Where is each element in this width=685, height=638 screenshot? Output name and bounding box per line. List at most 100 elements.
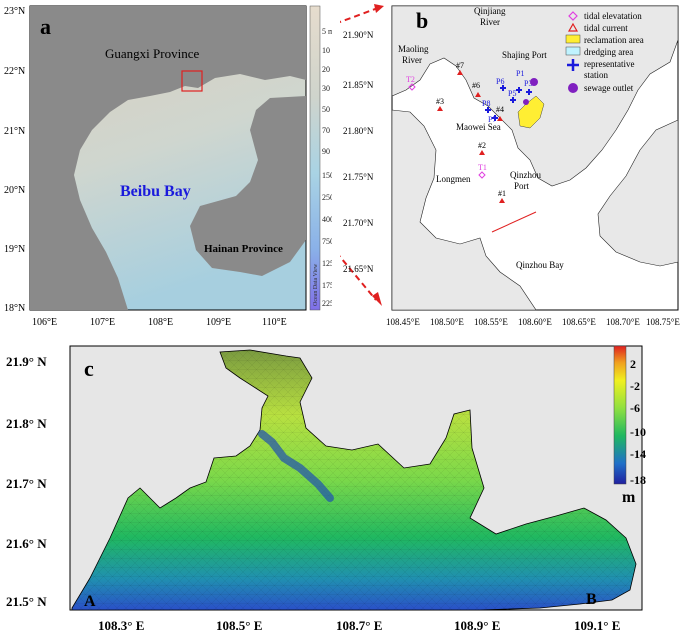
panel-a-map: a Guangxi Province Beibu Bay Hainan Prov…: [4, 5, 332, 328]
c-unit: m: [622, 489, 636, 506]
c-lat-0: 21.9° N: [6, 354, 47, 369]
label-guangxi: Guangxi Province: [105, 46, 199, 61]
a-lon-107: 107°E: [90, 317, 115, 328]
cbar-a-t4: 50 m: [322, 105, 332, 114]
panel-c-letter: c: [84, 356, 94, 381]
b-qinjiang: Qinjiang: [474, 6, 506, 16]
b-land-west: [391, 109, 537, 311]
b-lat-1: 21.85°N: [343, 80, 374, 90]
c-point-a: A: [84, 593, 96, 610]
a-lat-20: 20°N: [4, 185, 25, 196]
panel-b-letter: b: [416, 8, 428, 33]
label-hainan: Hainan Province: [204, 243, 283, 255]
st-c1-label: #1: [498, 189, 506, 198]
b-maowei: Maowei Sea: [456, 122, 501, 132]
a-lon-106: 106°E: [32, 317, 57, 328]
c-lon-1: 108.5° E: [216, 618, 262, 633]
c-cbar-t4: -14: [630, 447, 646, 461]
c-cbar-t1: -2: [630, 379, 640, 393]
legend-elev: tidal elevatation: [584, 11, 642, 21]
c-lat-1: 21.8° N: [6, 416, 47, 431]
st-p3-label: P3: [524, 79, 532, 88]
c-lat-4: 21.5° N: [6, 594, 47, 609]
c-point-b: B: [586, 591, 597, 608]
a-lat-21: 21°N: [4, 126, 25, 137]
cbar-a-t10: 750 m: [322, 237, 332, 246]
c-lat-2: 21.7° N: [6, 476, 47, 491]
b-lon-1: 108.50°E: [430, 317, 464, 327]
c-colorbar: [613, 345, 627, 485]
b-lon-5: 108.70°E: [606, 317, 640, 327]
a-lat-18: 18°N: [4, 303, 25, 314]
st-c4-label: #4: [496, 105, 504, 114]
b-lon-2: 108.55°E: [474, 317, 508, 327]
b-land-north: [391, 5, 679, 187]
c-lon-3: 108.9° E: [454, 618, 500, 633]
panel-a-letter: a: [40, 14, 51, 39]
c-lon-2: 108.7° E: [336, 618, 382, 633]
a-lat-22: 22°N: [4, 66, 25, 77]
cbar-a-t11: 1250 m: [322, 259, 332, 268]
st-p1-label: P1: [516, 69, 524, 78]
b-lat-2: 21.80°N: [343, 126, 374, 136]
c-cbar-t0: 2: [630, 357, 636, 371]
cbar-a-t1: 10 m: [322, 46, 332, 55]
b-lon-0: 108.45°E: [386, 317, 420, 327]
b-section-line: [491, 211, 537, 233]
cbar-a-t0: 5 m: [322, 27, 332, 36]
cbar-a-t7: 150 m: [322, 171, 332, 180]
a-lon-109: 109°E: [206, 317, 231, 328]
c-cbar-t5: -18: [630, 473, 646, 487]
b-maoling: Maoling: [398, 44, 429, 54]
legend-recl: reclamation area: [584, 35, 644, 45]
mainland-land: [30, 6, 306, 310]
b-qinzhou-bay: Qinzhou Bay: [516, 260, 564, 270]
cbar-a-t13: 2250 m: [322, 299, 332, 308]
cbar-a-t2: 20 m: [322, 65, 332, 74]
st-p6-label: P6: [496, 77, 504, 86]
st-c6-label: #6: [472, 81, 480, 90]
b-lon-6: 108.75°E: [646, 317, 680, 327]
b-maoling-river: River: [402, 55, 422, 65]
b-lat-3: 21.75°N: [343, 172, 374, 182]
st-c3-label: #3: [436, 97, 444, 106]
depth-colorbar: [309, 5, 321, 311]
a-lon-110: 110°E: [262, 317, 287, 328]
dashed-arrow-top: [340, 7, 379, 24]
st-t2-label: T2: [406, 75, 415, 84]
a-lon-108: 108°E: [148, 317, 173, 328]
b-lon-4: 108.65°E: [562, 317, 596, 327]
cbar-a-t6: 90 m: [322, 147, 332, 156]
cbar-a-t12: 1750 m: [322, 281, 332, 290]
legend-current: tidal current: [584, 23, 628, 33]
legend-dredge: dredging area: [584, 47, 633, 57]
c-lat-3: 21.6° N: [6, 536, 47, 551]
b-lat-4: 21.70°N: [343, 218, 374, 228]
panel-b-map: b Qinjiang River Maoling River Shajing P…: [340, 4, 680, 327]
legend-sewage: sewage outlet: [584, 83, 634, 93]
st-p5-label: P5: [508, 89, 516, 98]
b-qinzhou-port-2: Port: [514, 181, 530, 191]
b-qinzhou-port-1: Qinzhou: [510, 170, 541, 180]
legend-rep: representative: [584, 59, 634, 69]
b-lat-5: 21.65°N: [343, 264, 374, 274]
cbar-a-caption: Ocean Data View: [313, 263, 319, 306]
c-cbar-t2: -6: [630, 401, 640, 415]
cbar-a-t8: 250 m: [322, 193, 332, 202]
b-longmen: Longmen: [436, 174, 471, 184]
label-beibu-bay: Beibu Bay: [120, 183, 191, 200]
legend-station: station: [584, 70, 608, 80]
st-t1-label: T1: [478, 163, 487, 172]
b-lon-3: 108.60°E: [518, 317, 552, 327]
st-p8-label: P8: [482, 99, 490, 108]
b-land-east: [597, 119, 679, 267]
cbar-a-t3: 30 m: [322, 84, 332, 93]
cbar-a-t5: 70 m: [322, 126, 332, 135]
st-p7-label: P7: [488, 115, 496, 124]
c-lon-0: 108.3° E: [98, 618, 144, 633]
a-lat-19: 19°N: [4, 244, 25, 255]
panel-c-map: 2 -2 -6 -10 -14 -18 m c A B 21.9° N 21.8…: [6, 345, 646, 633]
leizhou-land: [190, 96, 306, 276]
b-shajing: Shajing Port: [502, 50, 547, 60]
st-c2-label: #2: [478, 141, 486, 150]
